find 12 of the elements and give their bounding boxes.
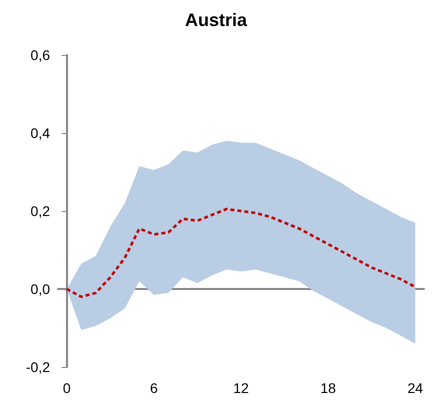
x-tick-label: 0 — [62, 380, 71, 396]
x-tick-label: 24 — [407, 380, 424, 396]
x-tick-label: 12 — [233, 380, 249, 396]
y-tick-label: 0,4 — [30, 125, 50, 141]
chart-title: Austria — [184, 10, 248, 30]
y-tick-label: 0,0 — [30, 281, 50, 297]
y-tick-label: -0,2 — [26, 359, 50, 375]
x-tick-label: 18 — [320, 380, 336, 396]
y-tick-label: 0,6 — [30, 47, 50, 63]
line-series — [65, 208, 417, 298]
y-tick-label: 0,2 — [30, 203, 50, 219]
x-tick-label: 6 — [150, 380, 158, 396]
